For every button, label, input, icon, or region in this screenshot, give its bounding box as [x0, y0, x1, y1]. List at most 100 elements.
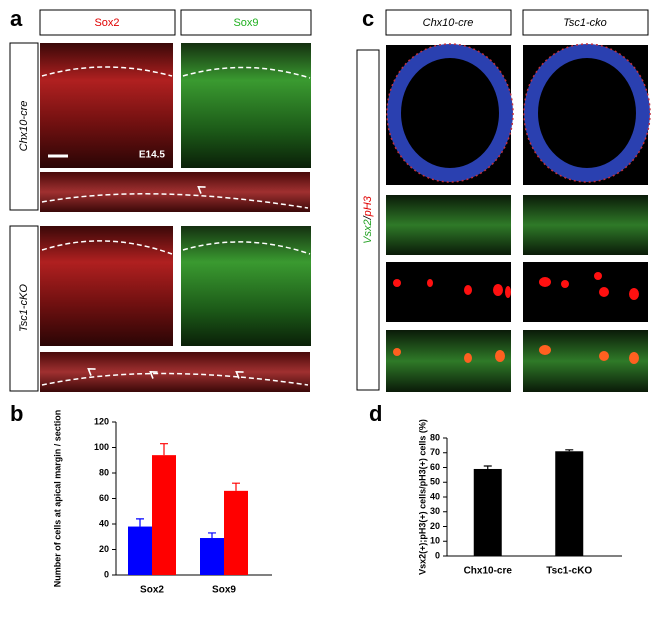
row-label-green: Vsx2 — [362, 219, 374, 243]
header-box — [385, 9, 512, 36]
y-tick-label: 50 — [430, 477, 440, 487]
error-bar — [483, 465, 492, 469]
header-box — [39, 9, 176, 36]
row-label: Vsx2/pH3 — [362, 195, 374, 244]
x-tick-label: Tsc1-cKO — [546, 566, 592, 577]
spot — [493, 284, 503, 296]
x-tick-label: Chx10-cre — [464, 566, 513, 577]
bar — [200, 538, 224, 575]
y-tick-label: 60 — [99, 493, 109, 503]
y-tick-label: 120 — [94, 416, 109, 426]
y-tick-label: 60 — [430, 462, 440, 472]
micrograph — [386, 195, 511, 255]
row-label: Chx10-cre — [18, 101, 30, 152]
bar — [128, 526, 152, 575]
panel-label: c — [362, 6, 374, 31]
error-bar — [208, 532, 216, 539]
spot — [393, 279, 401, 287]
spot — [427, 279, 433, 287]
arrowhead — [235, 371, 244, 379]
y-tick-label: 20 — [430, 521, 440, 531]
spot — [464, 285, 472, 295]
column-header: Sox2 — [94, 17, 119, 29]
row-label-separator: / — [362, 215, 374, 220]
bar — [473, 468, 502, 556]
header-box — [522, 9, 649, 36]
micrograph — [40, 226, 173, 346]
spot — [505, 286, 511, 298]
panel-label: d — [369, 401, 382, 426]
y-tick-label: 30 — [430, 506, 440, 516]
panel-label: a — [10, 6, 23, 31]
spot — [561, 280, 569, 288]
spot — [599, 287, 609, 297]
spot — [539, 345, 551, 355]
y-tick-label: 40 — [99, 518, 109, 528]
row-label: Tsc1-cKO — [18, 284, 30, 332]
arrowhead — [87, 368, 96, 376]
error-bar — [232, 482, 240, 491]
column-header: Tsc1-cko — [563, 17, 607, 29]
retina — [387, 44, 513, 182]
bar — [555, 451, 584, 556]
apical-margin — [41, 372, 309, 386]
row-box — [9, 225, 39, 392]
spot — [495, 350, 505, 362]
y-tick-label: 40 — [430, 491, 440, 501]
panel-label: b — [10, 401, 23, 426]
micrograph — [386, 262, 511, 322]
stage-label: E14.5 — [139, 150, 166, 161]
apical-margin — [41, 193, 309, 209]
y-axis-label: Vsx2(+);pH3(+) cells/pH3(+) cells (%) — [417, 419, 427, 575]
header-box — [180, 9, 312, 36]
spot — [629, 288, 639, 300]
column-header: Sox9 — [233, 17, 258, 29]
x-tick-label: Sox2 — [140, 585, 164, 596]
retina — [524, 44, 650, 182]
x-tick-label: Sox9 — [212, 585, 236, 596]
micrograph — [386, 330, 511, 392]
micrograph — [523, 262, 648, 322]
bar — [152, 455, 176, 575]
spot — [599, 351, 609, 361]
apical-margin — [182, 66, 311, 79]
micrograph — [181, 226, 311, 346]
micrograph — [523, 195, 648, 255]
retina-edge — [386, 43, 514, 183]
y-tick-label: 70 — [430, 447, 440, 457]
row-label-red: pH3 — [362, 195, 374, 217]
ph3-spots — [393, 272, 639, 300]
merged-spots — [393, 345, 639, 364]
spot — [539, 277, 551, 287]
spot — [629, 352, 639, 364]
y-tick-label: 20 — [99, 544, 109, 554]
micrograph — [40, 43, 173, 168]
micrograph — [523, 330, 648, 392]
row-box — [9, 42, 39, 211]
retina-edge — [523, 43, 651, 183]
spot — [393, 348, 401, 356]
y-tick-label: 80 — [430, 432, 440, 442]
apical-margin — [182, 241, 311, 255]
micrograph — [40, 172, 310, 212]
bar — [224, 490, 248, 575]
y-tick-label: 10 — [430, 536, 440, 546]
error-bar — [565, 449, 574, 452]
y-tick-label: 100 — [94, 442, 109, 452]
micrograph — [181, 43, 311, 168]
error-bar — [136, 518, 144, 527]
apical-margin — [41, 66, 173, 77]
y-tick-label: 0 — [435, 550, 440, 560]
y-tick-label: 80 — [99, 467, 109, 477]
arrowhead — [149, 371, 158, 379]
y-tick-label: 0 — [104, 569, 109, 579]
arrowhead — [197, 186, 206, 194]
spot — [594, 272, 602, 280]
spot — [464, 353, 472, 363]
row-box — [356, 49, 380, 391]
column-header: Chx10-cre — [423, 17, 474, 29]
y-axis-label: Number of cells at apical margin / secti… — [52, 410, 62, 588]
micrograph — [40, 352, 310, 392]
